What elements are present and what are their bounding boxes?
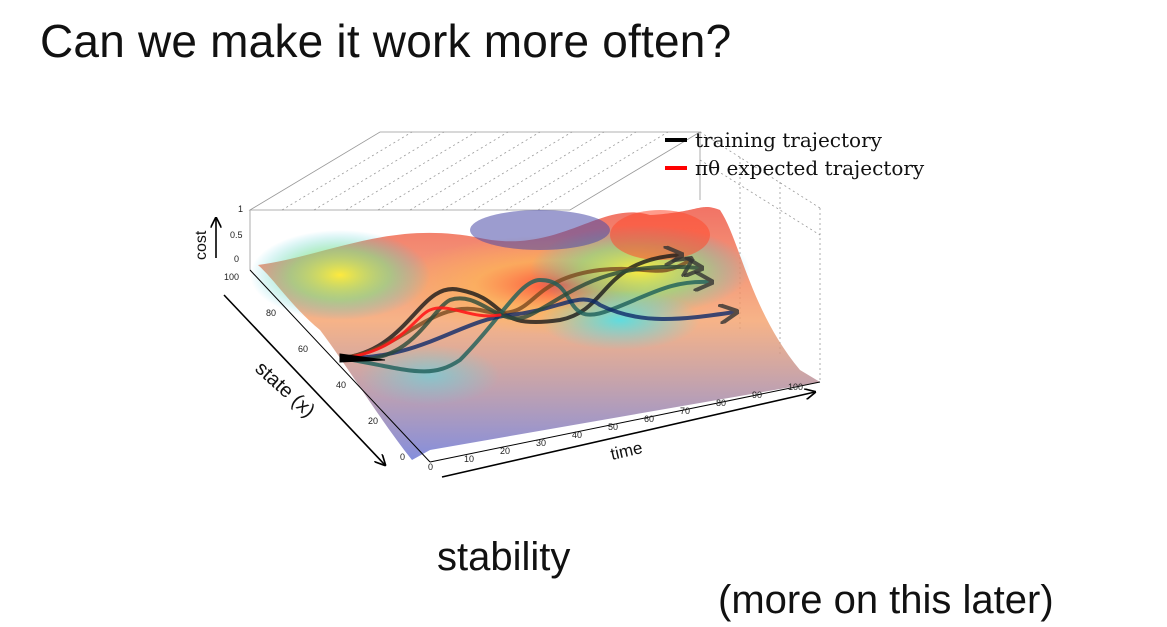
cost-surface-plot: 0 0.5 1 0 20 40 60 80 100 0 10 20 30 40 … [193,131,821,478]
figure-legend: training trajectory πθ expected trajecto… [665,126,924,182]
trajectory-3 [340,280,710,374]
back-wall-grid [248,131,821,380]
time-tick: 60 [644,414,654,424]
time-axis-label: time [609,438,645,464]
time-tick: 20 [500,446,510,456]
time-tick: 50 [608,422,618,432]
cost-surface [250,206,820,460]
state-tick: 0 [400,452,405,462]
state-tick: 40 [336,380,346,390]
time-tick: 80 [716,398,726,408]
state-tick: 80 [266,308,276,318]
time-tick: 30 [536,438,546,448]
state-ticks: 0 20 40 60 80 100 [224,272,405,462]
time-tick: 40 [572,430,582,440]
time-tick: 10 [464,454,474,464]
state-axis-label: state (x) [251,357,319,422]
more-later-note: (more on this later) [718,578,1054,622]
time-tick: 70 [680,406,690,416]
cost-surface-figure: 0 0.5 1 0 20 40 60 80 100 0 10 20 30 40 … [180,120,980,490]
stability-text: stability [437,535,571,579]
cost-tick: 0 [234,254,239,264]
legend-swatch-expected [665,166,687,170]
axes [216,218,821,478]
time-tick: 90 [752,390,762,400]
trajectory-4 [340,297,735,361]
time-ticks: 0 10 20 30 40 50 60 70 80 90 100 [428,382,803,472]
trajectories [339,255,735,374]
cost-tick: 1 [238,204,243,214]
legend-label-training: training trajectory [695,128,882,152]
legend-label-expected: πθ expected trajectory [695,156,925,180]
legend-item-training: training trajectory [665,126,924,154]
legend-swatch-training [665,138,687,142]
cost-ticks: 0 0.5 1 [230,204,243,264]
expected-trajectory [340,306,502,360]
cost-axis-label: cost [193,230,210,260]
time-tick: 0 [428,462,433,472]
slide-title: Can we make it work more often? [40,15,732,67]
legend-item-expected: πθ expected trajectory [665,154,924,182]
state-tick: 20 [368,416,378,426]
time-tick: 100 [788,382,803,392]
state-tick: 60 [298,344,308,354]
state-tick: 100 [224,272,239,282]
start-wedge [339,353,386,363]
trajectory-5 [340,267,700,362]
cost-tick: 0.5 [230,230,243,240]
